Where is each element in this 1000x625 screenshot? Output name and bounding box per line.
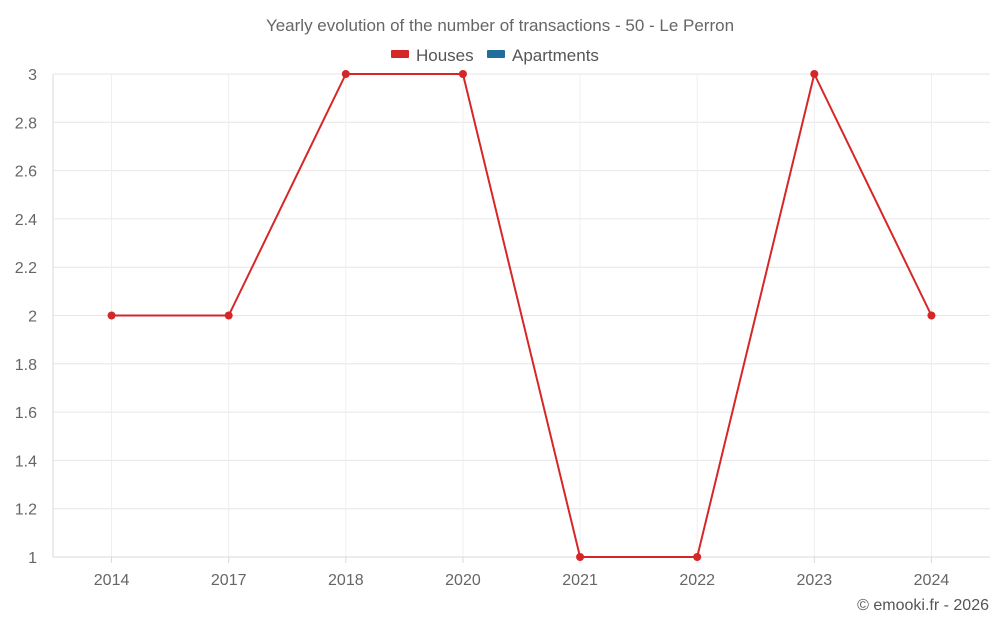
data-point [107,311,116,320]
x-tick-label: 2023 [797,572,833,589]
legend: Houses Apartments [391,46,599,65]
x-tick-label: 2024 [914,572,950,589]
y-tick-label: 1 [28,550,37,567]
y-tick-labels: 1 1.2 1.4 1.6 1.8 2 2.2 2.4 2.6 2.8 3 [15,67,37,567]
data-point [576,553,585,561]
data-point [927,311,936,320]
y-tick-label: 2.8 [15,115,37,132]
y-tick-label: 2 [28,309,37,326]
data-point [458,70,467,78]
data-point [693,553,702,561]
y-tick-label: 1.2 [15,502,37,519]
series-line-houses [111,73,933,558]
y-tick-label: 2.4 [15,212,37,229]
x-tick-label: 2021 [562,572,598,589]
series-houses [107,70,936,561]
data-point [224,311,233,320]
data-point [810,70,819,78]
axes [52,74,990,563]
y-tick-label: 1.4 [15,453,37,470]
x-tick-labels: 2014 2017 2018 2020 2021 2022 2023 2024 [94,572,950,589]
y-tick-label: 2.6 [15,164,37,181]
legend-swatch-houses [391,50,409,58]
y-tick-label: 3 [28,67,37,84]
legend-label-houses: Houses [416,46,474,65]
x-tick-label: 2022 [679,572,715,589]
x-tick-label: 2018 [328,572,364,589]
x-tick-label: 2020 [445,572,481,589]
legend-item-apartments[interactable]: Apartments [487,46,599,65]
legend-item-houses[interactable]: Houses [391,46,474,65]
legend-swatch-apartments [487,50,505,58]
chart-title: Yearly evolution of the number of transa… [266,16,734,35]
x-tick-label: 2014 [94,572,130,589]
x-tick-label: 2017 [211,572,247,589]
y-tick-label: 1.8 [15,357,37,374]
y-tick-label: 1.6 [15,405,37,422]
y-tick-label: 2.2 [15,260,37,277]
credit-text: © emooki.fr - 2026 [857,597,989,614]
legend-label-apartments: Apartments [512,46,599,65]
data-point [341,70,350,78]
